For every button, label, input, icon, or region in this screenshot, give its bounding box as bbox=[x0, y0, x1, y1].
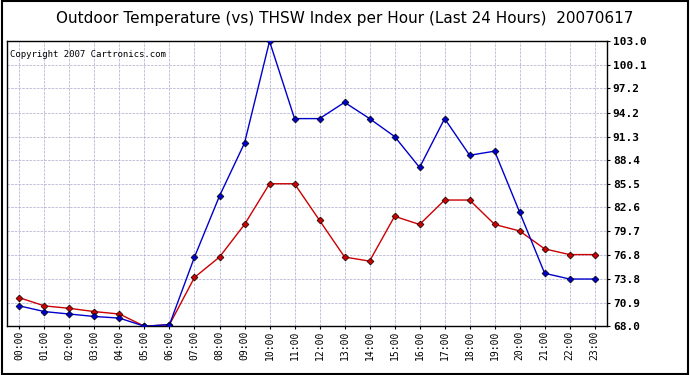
Text: Copyright 2007 Cartronics.com: Copyright 2007 Cartronics.com bbox=[10, 50, 166, 59]
Text: Outdoor Temperature (vs) THSW Index per Hour (Last 24 Hours)  20070617: Outdoor Temperature (vs) THSW Index per … bbox=[57, 11, 633, 26]
